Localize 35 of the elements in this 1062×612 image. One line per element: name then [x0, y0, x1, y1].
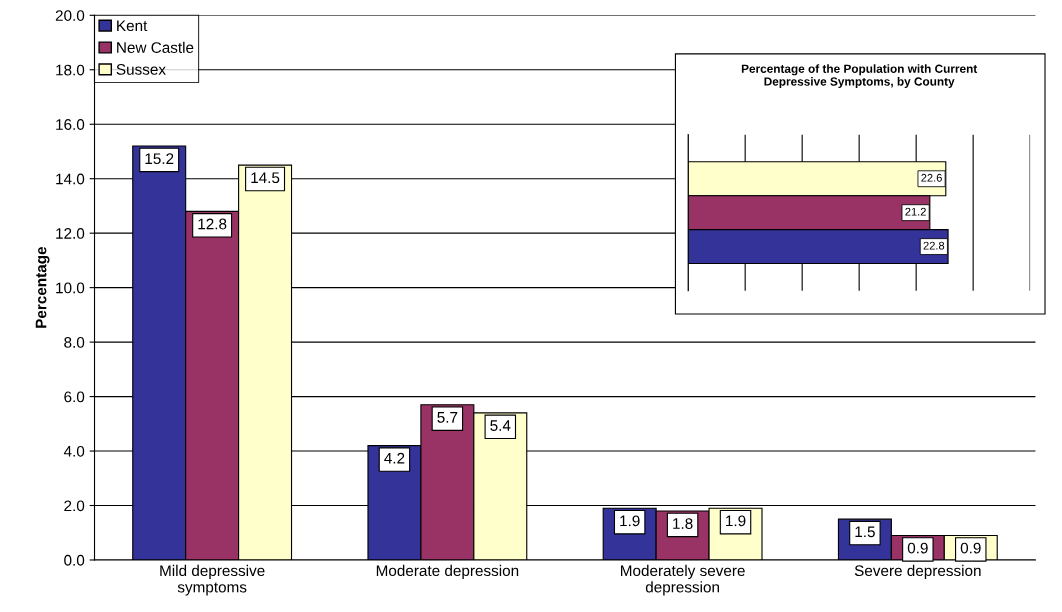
data-label: 0.9	[960, 542, 981, 554]
y-tick-label: 2.0	[64, 500, 85, 512]
y-tick-label: 16.0	[56, 119, 85, 130]
y-tick-label: 18.0	[56, 64, 85, 76]
data-label: 12.8	[198, 218, 227, 230]
data-label: 1.5	[855, 526, 875, 538]
y-tick-label: 12.0	[56, 228, 85, 239]
y-axis-title: Percentage	[35, 246, 50, 328]
data-label: 4.2	[384, 452, 405, 464]
data-label: 21.2	[905, 207, 926, 216]
y-tick-label: 8.0	[64, 336, 85, 348]
y-tick-label: 14.0	[56, 173, 85, 185]
legend-label: New Castle	[117, 41, 194, 53]
data-label: 14.5	[251, 172, 280, 184]
data-label: 1.8	[673, 518, 693, 529]
x-tick-label: Mild depressive symptoms	[160, 564, 265, 596]
y-tick-label: 6.0	[64, 391, 85, 403]
chart-title: Percentage of the Population with Current Depressive Symptoms, by County	[741, 64, 978, 89]
data-label: 22.8	[923, 241, 945, 250]
data-label: 5.4	[490, 420, 511, 431]
data-label: 1.9	[620, 515, 640, 527]
data-label: 0.9	[907, 542, 928, 554]
y-tick-label: 10.0	[56, 282, 85, 294]
y-tick-label: 0.0	[64, 554, 85, 566]
y-tick-label: 4.0	[63, 445, 85, 457]
x-tick-label: Moderate depression	[376, 564, 519, 580]
legend-label: Sussex	[116, 64, 166, 75]
y-tick-label: 20.0	[55, 10, 85, 21]
data-label: 1.9	[726, 515, 746, 527]
data-label: 15.2	[145, 153, 174, 165]
data-label: 22.6	[921, 173, 942, 182]
x-tick-label: Moderately severe depression	[621, 564, 745, 596]
x-tick-label: Severe depression	[854, 564, 981, 580]
data-label: 5.7	[437, 412, 458, 423]
legend-label: Kent	[117, 20, 148, 32]
